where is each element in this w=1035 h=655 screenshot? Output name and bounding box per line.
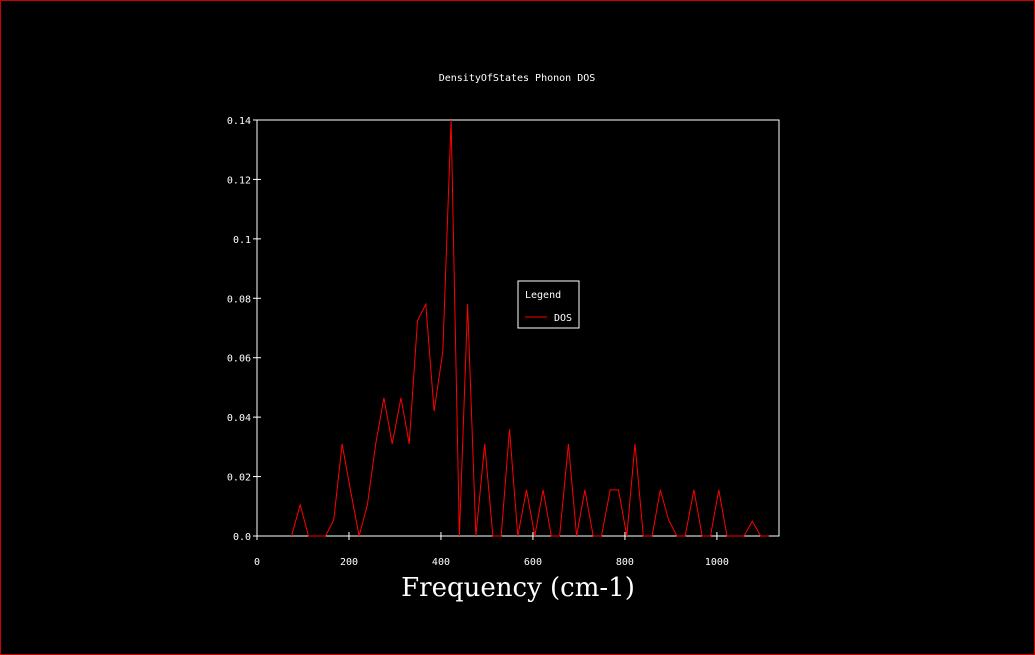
series-line-dos: [291, 119, 769, 537]
y-tick-label: 0.0: [233, 532, 251, 543]
y-axis: 0.0 0.02 0.04 0.06 0.08 0.1 0.12 0.14: [227, 116, 261, 543]
y-tick-label: 0.1: [233, 235, 251, 246]
chart-title: DensityOfStates Phonon DOS: [439, 73, 596, 84]
x-tick-label: 400: [432, 557, 450, 568]
x-axis-label: Frequency (cm-1): [401, 573, 635, 603]
x-axis: 0 200 400 600 800 1000: [254, 532, 729, 568]
series-layer: [291, 119, 769, 537]
x-tick-label: 1000: [705, 557, 729, 568]
y-tick-label: 0.12: [227, 175, 251, 186]
y-tick-label: 0.08: [227, 294, 251, 305]
legend-title: Legend: [525, 290, 561, 301]
legend-box: [517, 280, 580, 329]
y-tick-label: 0.06: [227, 354, 251, 365]
x-tick-label: 0: [254, 557, 260, 568]
x-tick-label: 200: [340, 557, 358, 568]
legend: Legend DOS: [517, 280, 580, 329]
x-tick-label: 800: [616, 557, 634, 568]
y-tick-label: 0.14: [227, 116, 251, 127]
y-tick-label: 0.04: [227, 413, 251, 424]
x-tick-label: 600: [524, 557, 542, 568]
legend-entry-dos: DOS: [554, 313, 572, 324]
y-tick-label: 0.02: [227, 473, 251, 484]
